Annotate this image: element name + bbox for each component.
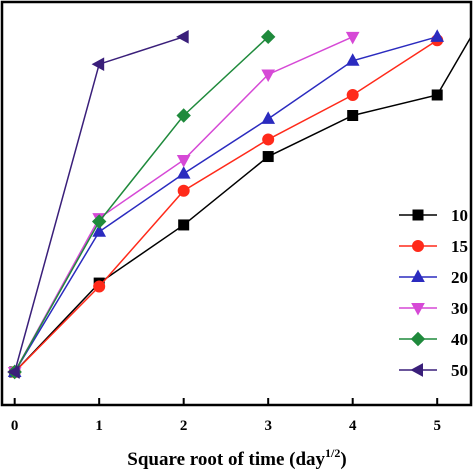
series-10: [9, 36, 472, 378]
x-tick-label: 3: [264, 418, 272, 434]
data-point-marker: [412, 209, 424, 221]
plot-frame: [0, 0, 473, 407]
legend-label: 50: [451, 361, 468, 380]
data-point-marker: [431, 89, 443, 101]
legend-item-20: 20: [399, 268, 468, 287]
x-tick-label: 5: [433, 418, 441, 434]
legend-label: 20: [451, 268, 468, 287]
x-axis-title-main: Square root of time (day: [127, 449, 325, 470]
legend-label: 15: [451, 237, 468, 256]
data-point-marker: [176, 108, 191, 123]
data-point-marker: [410, 363, 423, 377]
data-point-marker: [345, 31, 360, 45]
x-tick-label: 1: [95, 418, 103, 434]
x-tick-label: 2: [180, 418, 188, 434]
data-point-marker: [261, 69, 276, 83]
data-point-marker: [177, 184, 190, 197]
series-15: [8, 34, 444, 378]
axes: 0 1 2 3 4 5: [0, 0, 473, 434]
legend-label: 40: [451, 330, 468, 349]
legend-item-10: 10: [399, 206, 468, 225]
data-point-marker: [260, 29, 276, 45]
data-point-marker: [261, 111, 276, 124]
series-40: [7, 29, 276, 380]
data-point-marker: [346, 88, 359, 101]
data-point-marker: [347, 110, 359, 121]
x-axis-title-close: ): [340, 449, 346, 470]
data-point-marker: [176, 29, 189, 44]
series-line: [14, 36, 472, 373]
data-point-marker: [262, 133, 275, 146]
series-line: [14, 39, 438, 373]
legend-item-15: 15: [399, 237, 468, 256]
legend-item-40: 40: [399, 330, 468, 349]
data-point-marker: [411, 269, 425, 282]
data-point-marker: [178, 219, 190, 231]
x-axis-title-exponent: 1/2: [325, 446, 340, 460]
data-point-marker: [410, 331, 426, 347]
data-point-marker: [345, 53, 360, 66]
data-point-marker: [7, 365, 20, 379]
legend-item-50: 50: [399, 361, 468, 380]
legend-item-30: 30: [399, 299, 468, 318]
legend-label: 10: [451, 206, 468, 225]
series-line: [13, 36, 184, 373]
series-line: [14, 36, 269, 373]
data-point-marker: [176, 154, 191, 168]
series-line: [14, 36, 438, 373]
data-point-marker: [93, 280, 106, 293]
plot-area: [7, 29, 472, 380]
data-point-marker: [176, 166, 191, 179]
legend: 10 15 20 30 40 50: [399, 206, 468, 380]
data-point-marker: [262, 151, 274, 163]
data-point-marker: [91, 214, 107, 229]
data-point-marker: [92, 224, 107, 237]
data-point-marker: [430, 29, 445, 42]
x-tick-label: 4: [349, 418, 357, 434]
data-point-marker: [411, 303, 425, 316]
x-axis-title: Square root of time (day1/2): [127, 446, 346, 470]
series-50: [7, 29, 189, 379]
data-point-marker: [91, 57, 105, 72]
legend-label: 30: [451, 299, 468, 318]
x-tick-label: 0: [11, 418, 19, 434]
series-20: [7, 29, 445, 377]
data-point-marker: [412, 240, 424, 252]
